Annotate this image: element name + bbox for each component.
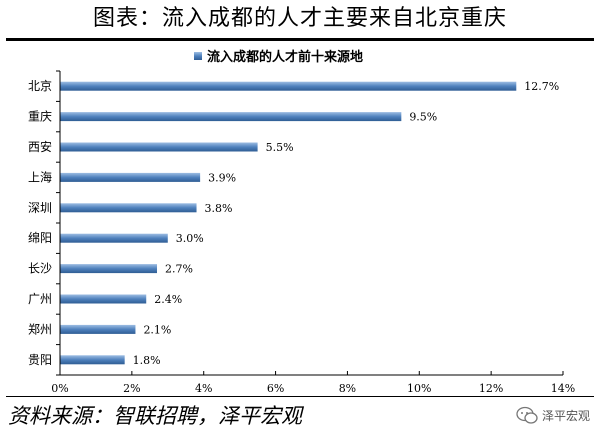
category-label: 绵阳: [28, 231, 52, 245]
data-label: 2.4%: [154, 293, 182, 306]
bar: [60, 233, 168, 243]
legend-swatch: [194, 52, 202, 60]
source-rule: [6, 396, 594, 397]
source-note: 资料来源：智联招聘，泽平宏观: [8, 404, 302, 428]
category-label: 深圳: [28, 201, 52, 215]
x-tick-label: 4%: [195, 382, 212, 395]
watermark-text: 泽平宏观: [541, 409, 590, 423]
data-label: 3.8%: [205, 202, 233, 215]
wechat-icon: [516, 406, 538, 426]
category-label: 广州: [28, 292, 52, 306]
x-tick-label: 6%: [267, 382, 284, 395]
bar: [60, 142, 258, 152]
x-tick-label: 12%: [479, 382, 503, 395]
bar: [60, 112, 402, 122]
watermark: 泽平宏观: [516, 402, 590, 430]
category-label: 重庆: [28, 110, 52, 124]
title-rule: [6, 38, 594, 41]
data-label: 3.9%: [208, 171, 236, 184]
bar: [60, 172, 201, 182]
x-tick-label: 10%: [407, 382, 431, 395]
data-label: 2.7%: [165, 263, 193, 276]
category-label: 郑州: [28, 321, 52, 336]
figure-title: 图表：流入成都的人才主要来自北京重庆: [92, 6, 507, 31]
bar: [60, 355, 125, 365]
bar: [60, 264, 158, 274]
bar: [60, 324, 136, 334]
category-label: 西安: [28, 139, 52, 154]
bar: [60, 294, 147, 304]
category-label: 北京: [28, 79, 52, 93]
data-label: 9.5%: [409, 111, 437, 124]
data-label: 5.5%: [266, 141, 294, 154]
x-tick-label: 0%: [51, 382, 68, 395]
legend-label: 流入成都的人才前十来源地: [207, 49, 363, 65]
x-tick-label: 8%: [339, 382, 356, 395]
x-tick-label: 14%: [551, 382, 575, 395]
category-label: 贵阳: [28, 353, 52, 367]
category-label: 上海: [28, 169, 52, 184]
data-label: 2.1%: [143, 323, 171, 336]
category-label: 长沙: [28, 262, 52, 276]
bar: [60, 203, 197, 213]
bar-chart: 流入成都的人才前十来源地 北京 12.7% 重庆 9.5% 西安 5.5% 上海 3.9% 深圳…: [28, 49, 575, 395]
data-label: 3.0%: [176, 232, 204, 245]
x-tick-label: 2%: [123, 382, 140, 395]
bar: [60, 81, 517, 91]
data-label: 1.8%: [133, 354, 161, 367]
data-label: 12.7%: [524, 80, 559, 93]
